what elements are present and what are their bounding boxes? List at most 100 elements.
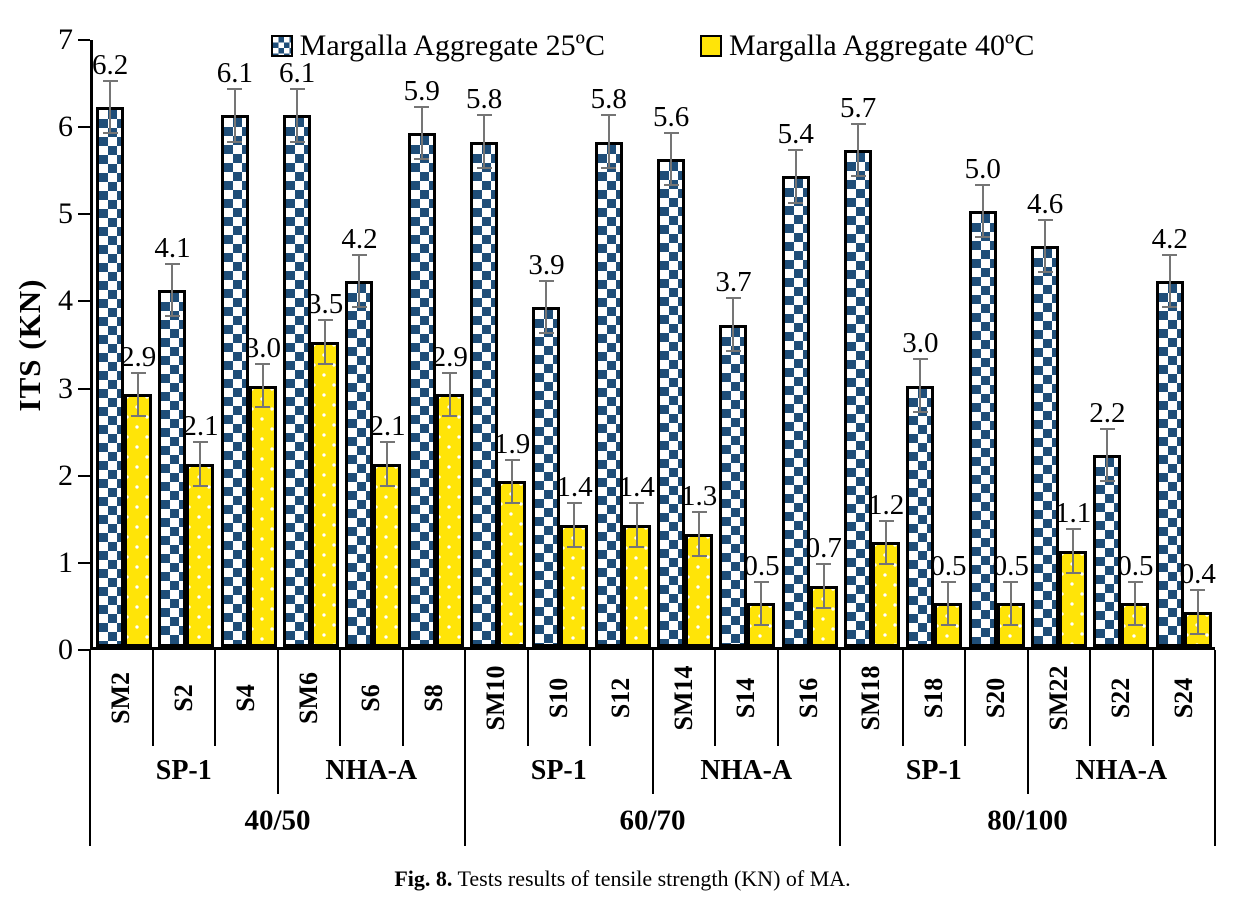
x-axis-separator (901, 650, 904, 746)
error-bar (857, 124, 860, 177)
bar-group-S20: 5.0 0.5 (964, 40, 1029, 647)
bar-40c-S6 (373, 464, 402, 647)
error-bar-cap (850, 123, 866, 126)
error-bar (324, 320, 327, 364)
bar-group-S6: 4.2 2.1 (341, 40, 406, 647)
bar-25c-S6 (345, 281, 374, 647)
error-bar (545, 281, 548, 334)
figure-caption-text: Tests results of tensile strength (KN) o… (452, 866, 851, 891)
bar-group-S18: 3.0 0.5 (902, 40, 967, 647)
bar-value-label: 2.9 (120, 340, 157, 373)
y-tick-label: 7 (58, 23, 73, 56)
error-bar-cap (663, 131, 679, 134)
bar-value-label: 1.4 (556, 471, 593, 504)
category-label-S24: S24 (1168, 677, 1198, 719)
bar-value-label: 4.1 (154, 231, 191, 264)
group-label-0: 40/50 (244, 804, 311, 837)
y-tick-label: 3 (58, 371, 73, 405)
subgroup-label-1: NHA-A (325, 755, 418, 786)
bar-25c-S4 (220, 115, 249, 647)
bar-40c-SM10 (498, 481, 527, 647)
error-bar-cap (317, 362, 333, 365)
bar-25c-SM6 (283, 115, 312, 647)
error-bar-cap (629, 502, 645, 505)
y-tick-label: 4 (58, 284, 73, 318)
bar-40c-S8 (435, 394, 464, 647)
error-bar-cap (538, 332, 554, 335)
bar-25c-SM2 (96, 106, 125, 647)
bar-value-label: 3.7 (715, 266, 752, 299)
x-axis-separator (464, 650, 466, 846)
bar-value-label: 0.5 (1117, 549, 1154, 582)
bar-group-S4: 6.1 3.0 (217, 40, 281, 647)
error-bar (1134, 581, 1137, 626)
error-bar-cap (725, 297, 741, 300)
error-bar-cap (130, 371, 146, 374)
bar-group-SM10: 5.8 1.9 (466, 40, 531, 647)
error-bar (199, 442, 202, 486)
bar-25c-S8 (407, 132, 436, 647)
error-bar (822, 564, 825, 608)
bar-value-label: 5.0 (964, 153, 1001, 186)
bar-value-label: 1.1 (1054, 497, 1092, 530)
error-bar-cap (476, 166, 492, 169)
bar-group-S24: 4.2 0.4 (1152, 40, 1216, 647)
legend-label-25c: Margalla Aggregate 25ºC (299, 29, 605, 62)
error-bar-cap (192, 441, 208, 444)
x-axis-separator (964, 650, 966, 746)
category-label-S16: S16 (793, 677, 823, 719)
error-bar (732, 298, 735, 351)
y-tick-label: 1 (58, 545, 73, 579)
bar-40c-S12 (622, 525, 651, 647)
x-axis-separator (401, 650, 404, 746)
error-bar-cap (912, 410, 928, 413)
bar-25c-SM14 (657, 159, 686, 647)
error-bar (483, 115, 486, 168)
y-tick-label: 5 (58, 197, 73, 231)
error-bar-cap (255, 362, 271, 365)
x-axis-separator (1151, 650, 1154, 746)
error-bar (794, 150, 797, 203)
category-label-S12: S12 (606, 677, 636, 719)
bar-value-label: 1.3 (680, 479, 718, 512)
category-label-S2: S2 (168, 684, 198, 712)
error-bar-cap (476, 114, 492, 117)
error-bar-cap (1190, 632, 1206, 635)
y-tick-mark (78, 213, 90, 216)
error-bar-cap (102, 79, 118, 82)
bar-value-label: 1.9 (494, 427, 531, 460)
bar-40c-SM6 (311, 342, 340, 647)
error-bar-cap (788, 149, 804, 152)
bar-value-label: 2.1 (182, 410, 219, 443)
category-label-SM6: SM6 (293, 672, 323, 724)
bar-value-label: 3.9 (528, 249, 565, 281)
bar-25c-S14 (719, 324, 748, 647)
bar-value-label: 2.9 (431, 340, 468, 373)
error-bar-cap (379, 484, 395, 487)
error-bar (573, 503, 576, 547)
bar-group-SM18: 5.7 1.2 (840, 40, 904, 647)
x-axis-separator (714, 650, 716, 746)
error-bar-cap (629, 545, 645, 548)
error-bar-cap (227, 88, 243, 91)
x-axis-separator (776, 650, 779, 746)
error-bar-cap (504, 458, 520, 461)
bar-value-label: 0.5 (930, 549, 967, 582)
error-bar-cap (1099, 428, 1115, 431)
bar-40c-S2 (186, 464, 215, 647)
bar-value-label: 5.6 (652, 100, 690, 133)
error-bar-cap (255, 406, 271, 409)
error-bar-cap (940, 624, 956, 627)
error-bar (981, 185, 984, 238)
error-bar (358, 254, 361, 308)
error-bar (635, 503, 638, 547)
bar-value-label: 5.8 (590, 83, 627, 116)
legend: Margalla Aggregate 25ºC Margalla Aggrega… (90, 26, 1215, 66)
error-bar (233, 89, 236, 142)
error-bar (947, 581, 950, 626)
x-axis-separator (89, 650, 91, 846)
bar-value-label: 5.9 (403, 74, 440, 107)
error-bar-cap (414, 105, 430, 108)
error-bar-cap (1003, 624, 1019, 627)
x-axis-separator (276, 650, 279, 794)
